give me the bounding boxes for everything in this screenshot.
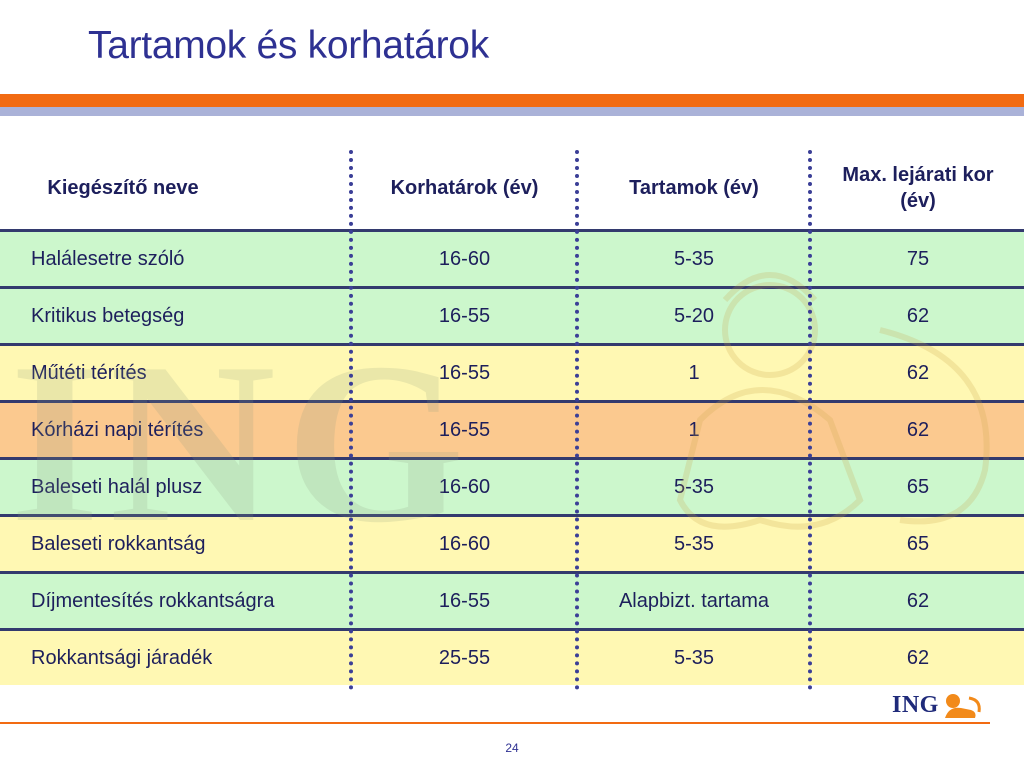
- table-row: Díjmentesítés rokkantságra 16-55 Alapbizt.…: [0, 574, 1024, 628]
- cell-name: Kórházi napi térítés: [31, 418, 204, 441]
- cell-max-age: 75: [906, 247, 930, 270]
- cell-term: 5-35: [673, 532, 715, 555]
- row-separator: [0, 400, 1024, 403]
- header-lavender-bar: [0, 107, 1024, 116]
- cell-max-age: 62: [906, 418, 930, 441]
- cell-name: Díjmentesítés rokkantságra: [31, 589, 275, 612]
- cell-age-limit: 16-55: [438, 418, 491, 441]
- cell-name: Műtéti térítés: [31, 361, 147, 384]
- ing-logo: ING: [892, 690, 983, 720]
- table-row: Kórházi napi térítés 16-55 1 62: [0, 403, 1024, 457]
- column-divider: [349, 150, 353, 690]
- cell-term: 5-35: [673, 475, 715, 498]
- page-number: 24: [505, 741, 519, 755]
- footer-line: [0, 722, 990, 724]
- cell-term: 1: [688, 418, 700, 441]
- row-separator: [0, 343, 1024, 346]
- table-row: Rokkantsági járadék 25-55 5-35 62: [0, 631, 1024, 685]
- row-separator: [0, 229, 1024, 232]
- column-header-max-age: Max. lejárati kor (év): [842, 164, 994, 212]
- row-separator: [0, 514, 1024, 517]
- table-row: Baleseti rokkantság 16-60 5-35 65: [0, 517, 1024, 571]
- cell-term: Alapbizt. tartama: [618, 589, 770, 612]
- table-row: Halálesetre szóló 16-60 5-35 75: [0, 232, 1024, 286]
- cell-name: Rokkantsági járadék: [31, 646, 213, 669]
- table-row: Kritikus betegség 16-55 5-20 62: [0, 289, 1024, 343]
- cell-max-age: 62: [906, 361, 930, 384]
- cell-age-limit: 16-60: [438, 247, 491, 270]
- cell-name: Baleseti halál plusz: [31, 475, 203, 498]
- column-header-terms: Tartamok (év): [629, 177, 759, 199]
- table-row: Műtéti térítés 16-55 1 62: [0, 346, 1024, 400]
- cell-age-limit: 16-55: [438, 589, 491, 612]
- column-header-name: Kiegészítő neve: [47, 177, 199, 199]
- cell-max-age: 62: [906, 646, 930, 669]
- row-separator: [0, 286, 1024, 289]
- cell-name: Halálesetre szóló: [31, 247, 185, 270]
- row-separator: [0, 628, 1024, 631]
- lion-icon: [944, 694, 981, 718]
- column-divider: [575, 150, 579, 690]
- row-separator: [0, 457, 1024, 460]
- page-title: Tartamok és korhatárok: [88, 24, 489, 67]
- header-orange-bar: [0, 94, 1024, 107]
- logo-text: ING: [892, 691, 939, 718]
- cell-age-limit: 16-60: [438, 475, 491, 498]
- table-row: Baleseti halál plusz 16-60 5-35 65: [0, 460, 1024, 514]
- cell-term: 1: [688, 361, 700, 384]
- cell-term: 5-35: [673, 247, 715, 270]
- cell-age-limit: 16-60: [438, 532, 491, 555]
- column-divider: [808, 150, 812, 690]
- cell-max-age: 65: [906, 532, 930, 555]
- cell-max-age: 62: [906, 304, 930, 327]
- cell-term: 5-20: [673, 304, 715, 327]
- column-header-age-limits: Korhatárok (év): [390, 177, 539, 199]
- cell-name: Baleseti rokkantság: [31, 532, 206, 555]
- row-separator: [0, 571, 1024, 574]
- cell-term: 5-35: [673, 646, 715, 669]
- cell-max-age: 65: [906, 475, 930, 498]
- cell-max-age: 62: [906, 589, 930, 612]
- cell-age-limit: 25-55: [438, 646, 491, 669]
- cell-name: Kritikus betegség: [31, 304, 185, 327]
- cell-age-limit: 16-55: [438, 361, 491, 384]
- cell-age-limit: 16-55: [438, 304, 491, 327]
